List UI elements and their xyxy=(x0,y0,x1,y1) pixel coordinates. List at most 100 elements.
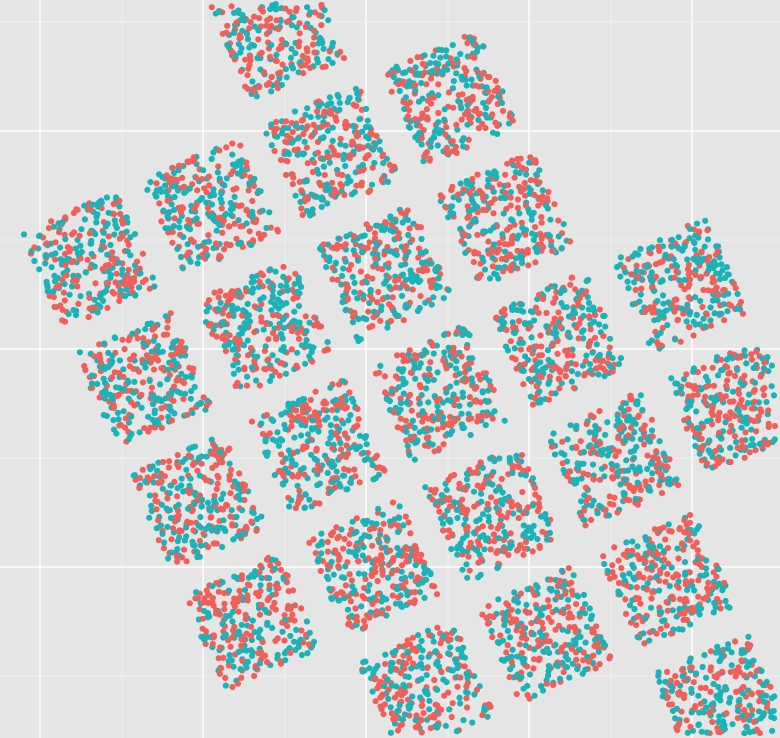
scatter-point xyxy=(673,390,680,397)
scatter-point xyxy=(381,373,388,380)
scatter-point xyxy=(566,334,573,341)
scatter-point xyxy=(249,289,256,296)
scatter-point xyxy=(487,455,494,462)
scatter-point xyxy=(120,408,127,415)
scatter-point xyxy=(62,261,69,269)
scatter-point xyxy=(144,186,151,193)
scatter-point xyxy=(453,121,460,128)
scatter-point xyxy=(657,477,664,484)
scatter-point xyxy=(454,126,461,133)
scatter-point xyxy=(552,324,559,331)
scatter-point xyxy=(376,146,384,153)
scatter-point xyxy=(64,244,71,251)
scatter-point xyxy=(238,202,245,209)
scatter-point xyxy=(369,542,376,549)
scatter-point xyxy=(394,544,401,552)
scatter-point xyxy=(219,335,226,342)
scatter-point xyxy=(302,360,309,367)
scatter-point xyxy=(271,147,278,155)
scatter-point xyxy=(257,582,264,589)
scatter-point xyxy=(465,136,472,143)
scatter-point xyxy=(289,459,296,466)
scatter-point xyxy=(51,303,58,310)
scatter-point xyxy=(569,274,576,281)
scatter-point xyxy=(165,464,172,471)
scatter-point xyxy=(580,449,587,456)
scatter-point xyxy=(427,570,434,577)
scatter-point xyxy=(522,353,529,360)
scatter-point xyxy=(434,426,441,433)
scatter-point xyxy=(197,524,205,531)
scatter-point xyxy=(315,113,322,120)
scatter-point xyxy=(434,142,441,149)
scatter-point xyxy=(422,248,429,255)
scatter-point xyxy=(94,380,101,387)
scatter-point xyxy=(248,623,255,630)
scatter-point xyxy=(581,507,588,514)
scatter-point xyxy=(492,487,500,494)
scatter-point xyxy=(555,233,562,240)
scatter-point xyxy=(132,476,139,483)
scatter-point xyxy=(194,220,201,227)
scatter-point xyxy=(270,312,277,319)
scatter-point xyxy=(670,256,677,263)
scatter-point xyxy=(170,222,177,230)
scatter-point xyxy=(158,405,165,412)
scatter-point xyxy=(652,273,660,280)
scatter-point xyxy=(402,69,409,76)
scatter-point xyxy=(558,300,565,307)
scatter-point xyxy=(357,268,364,275)
scatter-point xyxy=(107,274,114,281)
scatter-point xyxy=(324,149,331,156)
scatter-point xyxy=(565,313,573,320)
scatter-point xyxy=(548,438,555,445)
scatter-point xyxy=(547,216,554,223)
scatter-point xyxy=(436,46,443,53)
scatter-point xyxy=(142,326,149,333)
scatter-point xyxy=(101,395,108,402)
scatter-point xyxy=(546,529,554,537)
scatter-point xyxy=(395,384,402,391)
scatter-point xyxy=(31,244,38,251)
scatter-point xyxy=(138,404,145,411)
scatter-point xyxy=(401,247,408,254)
scatter-point xyxy=(765,407,772,414)
scatter-point xyxy=(665,299,672,306)
scatter-point xyxy=(360,292,367,299)
scatter-point xyxy=(268,307,275,314)
scatter-point xyxy=(219,229,226,236)
scatter-point xyxy=(522,321,529,328)
scatter-point xyxy=(454,514,461,522)
scatter-point xyxy=(183,524,190,531)
scatter-point xyxy=(211,540,218,547)
scatter-point xyxy=(426,157,433,164)
scatter-point xyxy=(116,297,123,305)
scatter-point xyxy=(354,618,361,625)
scatter-point xyxy=(463,82,470,89)
scatter-point xyxy=(412,562,419,569)
scatter-point xyxy=(117,287,124,294)
scatter-point xyxy=(449,138,456,145)
scatter-point xyxy=(686,225,694,232)
scatter-point xyxy=(707,304,714,311)
scatter-point xyxy=(693,220,701,227)
scatter-point xyxy=(125,436,132,443)
scatter-point xyxy=(496,240,503,247)
scatter-point xyxy=(70,229,78,236)
scatter-point xyxy=(480,99,487,107)
scatter-point xyxy=(594,510,601,517)
scatter-point xyxy=(485,480,492,487)
scatter-point xyxy=(434,369,441,376)
scatter-point xyxy=(697,297,704,305)
scatter-point xyxy=(203,199,210,206)
scatter-point xyxy=(585,299,593,306)
scatter-point xyxy=(509,117,516,124)
scatter-point xyxy=(149,274,156,281)
scatter-point xyxy=(591,334,599,341)
scatter-point xyxy=(218,496,225,503)
scatter-point xyxy=(93,219,100,226)
scatter-point xyxy=(389,592,396,599)
scatter-point xyxy=(489,263,496,270)
scatter-point xyxy=(517,155,524,162)
scatter-point xyxy=(567,281,574,288)
